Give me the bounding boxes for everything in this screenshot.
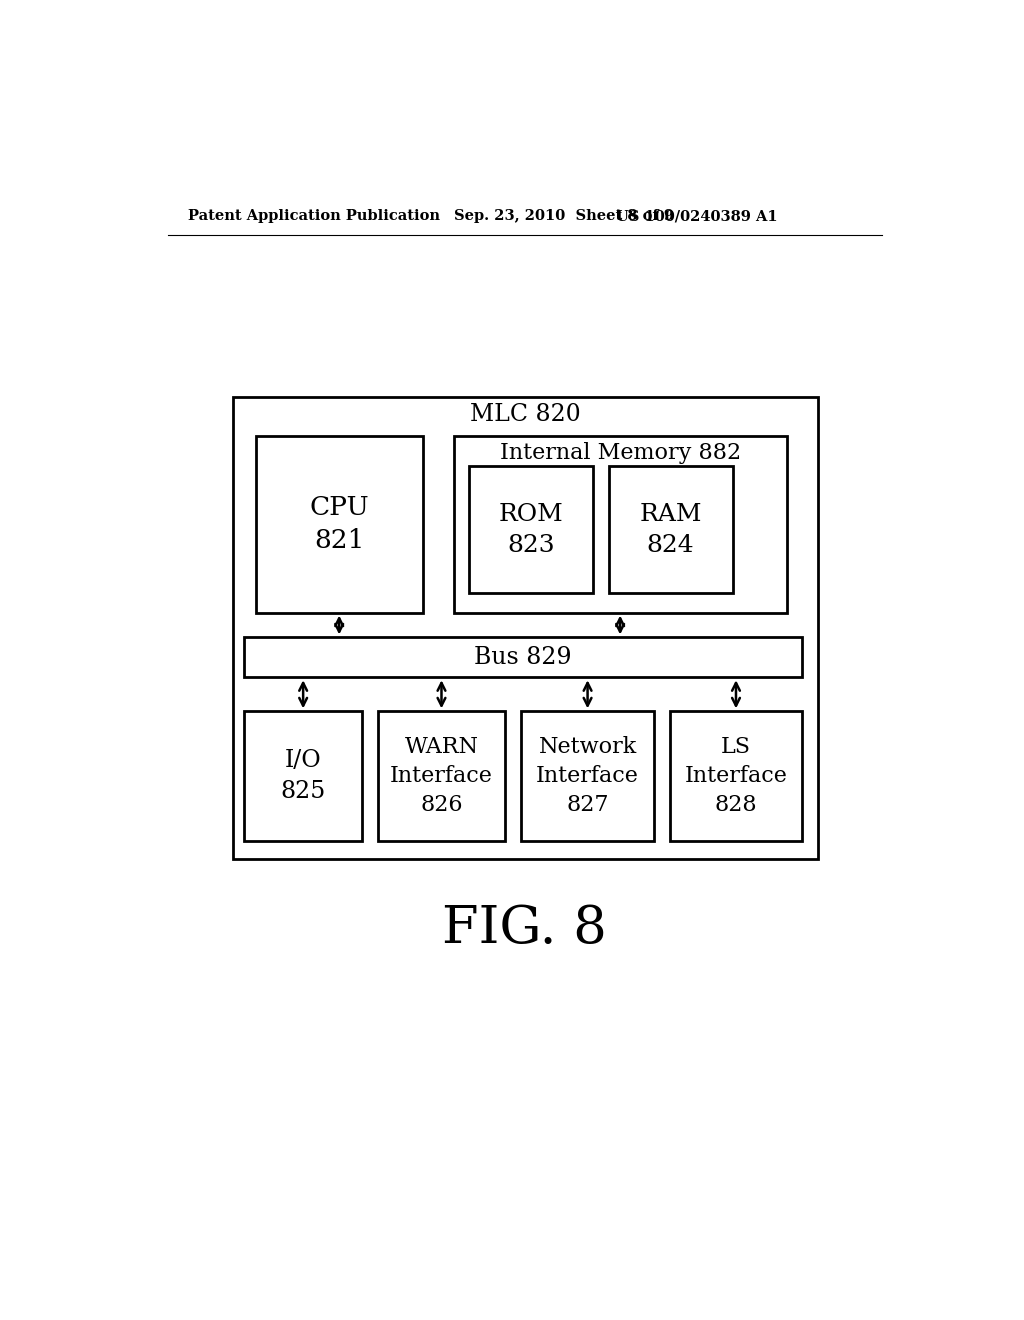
Text: RAM
824: RAM 824 <box>639 503 701 557</box>
Bar <box>670 711 802 841</box>
Text: Network
Interface
827: Network Interface 827 <box>537 737 639 816</box>
Bar <box>454 436 786 612</box>
Text: CPU
821: CPU 821 <box>309 495 369 553</box>
Bar <box>608 466 732 594</box>
Bar <box>256 436 423 612</box>
Bar <box>521 711 654 841</box>
Bar <box>245 638 802 677</box>
Bar <box>232 397 818 859</box>
Text: Bus 829: Bus 829 <box>474 645 572 669</box>
Bar <box>245 711 362 841</box>
Text: LS
Interface
828: LS Interface 828 <box>685 737 787 816</box>
Text: MLC 820: MLC 820 <box>470 403 581 425</box>
Text: Sep. 23, 2010  Sheet 8 of 9: Sep. 23, 2010 Sheet 8 of 9 <box>454 209 674 223</box>
Text: FIG. 8: FIG. 8 <box>442 903 607 954</box>
Bar <box>378 711 506 841</box>
Text: Internal Memory 882: Internal Memory 882 <box>500 441 740 463</box>
Text: US 100/0240389 A1: US 100/0240389 A1 <box>616 209 778 223</box>
Text: Patent Application Publication: Patent Application Publication <box>188 209 440 223</box>
Text: I/O
825: I/O 825 <box>281 750 326 803</box>
Text: WARN
Interface
826: WARN Interface 826 <box>390 737 493 816</box>
Text: ROM
823: ROM 823 <box>499 503 563 557</box>
Bar <box>469 466 593 594</box>
